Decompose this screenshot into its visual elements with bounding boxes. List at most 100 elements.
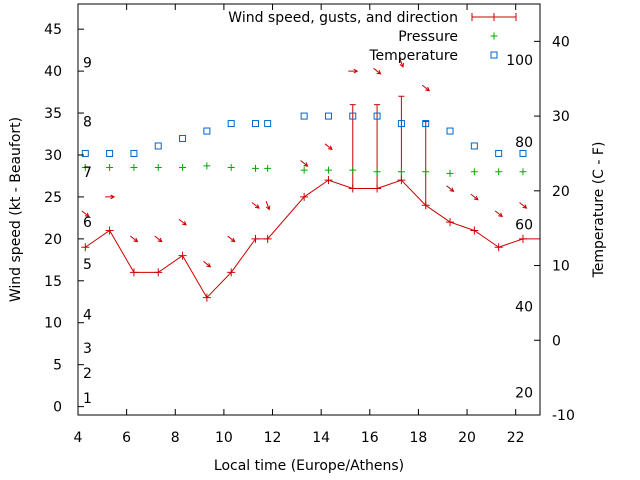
legend-label-temperature: Temperature xyxy=(368,48,458,64)
x-tick-label: 14 xyxy=(312,430,330,446)
wind-point xyxy=(81,243,90,252)
temperature-point xyxy=(179,135,187,143)
wind-point xyxy=(324,176,333,185)
pressure-point xyxy=(397,168,405,176)
wind-point xyxy=(421,201,430,210)
wind-point xyxy=(129,268,138,277)
y2-tick-label: 0 xyxy=(552,333,561,349)
temperature-point xyxy=(324,112,332,120)
beaufort-label: 9 xyxy=(83,56,92,72)
y-tick-label: 15 xyxy=(44,274,62,290)
wind-speed-line xyxy=(85,179,540,299)
y2-tick-label: 20 xyxy=(552,184,570,200)
pressure-point xyxy=(106,164,114,172)
temperature-point xyxy=(130,149,138,157)
y-tick-label: 20 xyxy=(44,232,62,248)
y-tick-label: 40 xyxy=(44,64,62,80)
wind-point xyxy=(251,234,260,243)
pressure-point xyxy=(154,164,162,172)
temperature-point xyxy=(81,149,89,157)
wind-point xyxy=(300,192,309,201)
temperature-point xyxy=(227,120,235,128)
wind-direction-arrow xyxy=(348,68,359,74)
temperature-point xyxy=(470,142,478,150)
legend-label-wind: Wind speed, gusts, and direction xyxy=(228,10,458,26)
wind-point xyxy=(494,243,503,252)
beaufort-label: 8 xyxy=(83,114,92,130)
x-tick-label: 12 xyxy=(264,430,282,446)
wind-direction-arrow xyxy=(105,194,116,200)
y-tick-label: 25 xyxy=(44,190,62,206)
wind-point xyxy=(470,226,479,235)
y-axis-label-right: Temperature (C - F) xyxy=(591,142,607,279)
tick-layer: 4 6 8 10 12 14 16 18 20 22051015202530354045-1001… xyxy=(44,4,575,446)
wind-direction-arrow xyxy=(373,67,382,75)
wind-point xyxy=(227,268,236,277)
beaufort-label: 2 xyxy=(83,366,92,382)
pressure-point xyxy=(300,166,308,174)
wind-direction-arrow xyxy=(300,160,309,167)
wind-direction-arrow xyxy=(203,260,212,268)
temperature-point xyxy=(264,120,272,128)
x-tick-label: 22 xyxy=(507,430,525,446)
pressure-point xyxy=(81,164,89,172)
pressure-point xyxy=(252,164,260,172)
pressure-point xyxy=(130,164,138,172)
y-tick-label: 30 xyxy=(44,148,62,164)
beaufort-label: 1 xyxy=(83,391,92,407)
wind-point xyxy=(178,251,187,260)
fahrenheit-label: 20 xyxy=(515,386,533,402)
beaufort-label: 3 xyxy=(83,341,92,357)
pressure-point xyxy=(264,164,272,172)
temperature-point xyxy=(519,149,527,157)
y-tick-label: 5 xyxy=(53,358,62,374)
plot-frame xyxy=(77,3,541,416)
wind-direction-arrow xyxy=(265,200,271,211)
wind-point xyxy=(263,234,272,243)
pressure-point xyxy=(324,166,332,174)
wind-point xyxy=(373,184,382,193)
wind-direction-arrow xyxy=(227,235,236,243)
pressure-point xyxy=(227,164,235,172)
wind-point xyxy=(518,234,527,243)
series-layer xyxy=(81,58,540,302)
wind-direction-arrow xyxy=(130,235,139,243)
pressure-point xyxy=(349,166,357,174)
wind-point xyxy=(154,268,163,277)
wind-direction-arrow xyxy=(154,235,163,243)
y-tick-label: 45 xyxy=(44,22,62,38)
fahrenheit-label: 60 xyxy=(515,217,533,233)
fahrenheit-label: 40 xyxy=(515,300,533,316)
temperature-point xyxy=(203,127,211,135)
x-tick-label: 4 xyxy=(74,430,83,446)
wind-point xyxy=(202,293,211,302)
pressure-point xyxy=(495,168,503,176)
fahrenheit-label: 80 xyxy=(515,135,533,151)
y2-tick-label: 40 xyxy=(552,34,570,50)
fahrenheit-label: 100 xyxy=(506,53,533,69)
wind-direction-arrow xyxy=(324,143,333,151)
legend-marker-temperature xyxy=(490,51,498,59)
temperature-point xyxy=(349,112,357,120)
wind-point xyxy=(105,226,114,235)
wind-direction-arrow xyxy=(399,58,405,68)
y-tick-label: 10 xyxy=(44,316,62,332)
legend-marker-pressure xyxy=(490,32,498,40)
wind-point xyxy=(348,184,357,193)
y-tick-label: 35 xyxy=(44,106,62,122)
wind-direction-arrow xyxy=(251,202,260,209)
x-tick-label: 16 xyxy=(361,430,379,446)
x-tick-label: 20 xyxy=(458,430,476,446)
pressure-point xyxy=(203,162,211,170)
wind-direction-arrow xyxy=(494,210,503,218)
pressure-point xyxy=(446,169,454,177)
beaufort-label: 4 xyxy=(83,307,92,323)
temperature-point xyxy=(106,149,114,157)
temperature-point xyxy=(300,112,308,120)
y-tick-label: 0 xyxy=(53,400,62,416)
y2-tick-label: 10 xyxy=(552,259,570,275)
wind-direction-arrow xyxy=(446,185,455,192)
pressure-point xyxy=(519,168,527,176)
wind-point xyxy=(446,218,455,227)
